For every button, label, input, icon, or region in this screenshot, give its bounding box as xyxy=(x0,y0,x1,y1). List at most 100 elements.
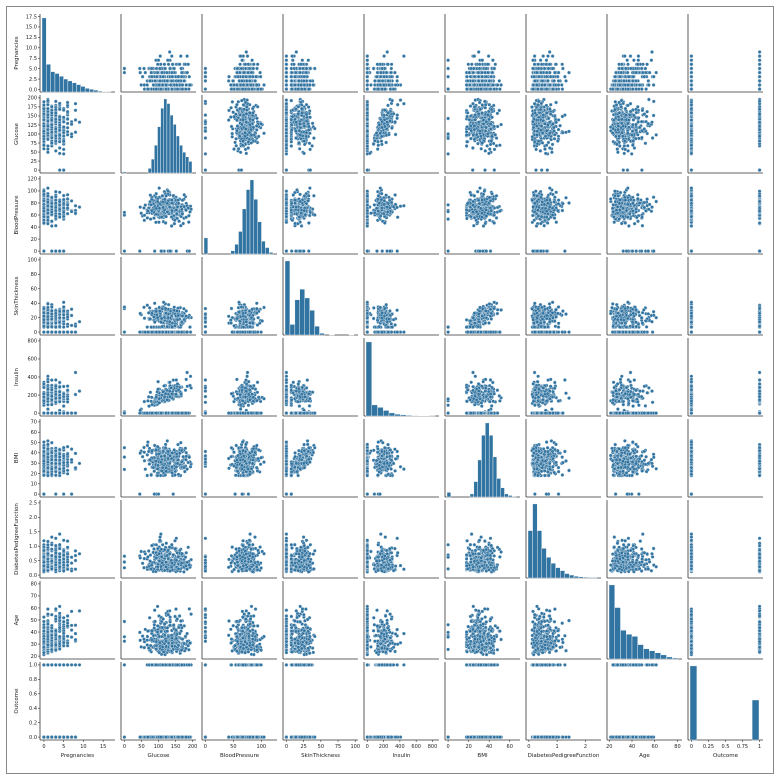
scatter-point xyxy=(635,111,638,114)
scatter-point xyxy=(558,124,561,127)
scatter-point xyxy=(305,113,308,116)
scatter-point xyxy=(239,54,242,57)
y-tick-label: 25 xyxy=(31,159,37,165)
scatter-point xyxy=(624,107,627,110)
scatter-point xyxy=(758,128,761,131)
scatter-point xyxy=(547,117,550,120)
scatter-point xyxy=(298,147,301,150)
scatter-point xyxy=(536,130,539,133)
scatter-point xyxy=(245,50,248,53)
scatter-point xyxy=(484,106,487,109)
scatter-point xyxy=(617,124,620,127)
scatter-point xyxy=(758,125,761,128)
scatter-point xyxy=(165,71,168,74)
scatter-point xyxy=(46,147,49,150)
scatter-point xyxy=(158,83,161,86)
scatter-point xyxy=(466,79,469,82)
scatter-point xyxy=(490,116,493,119)
scatter-point xyxy=(290,144,293,147)
scatter-point xyxy=(544,152,547,155)
scatter-point xyxy=(613,108,616,111)
scatter-point xyxy=(637,59,640,62)
scatter-point xyxy=(619,105,622,108)
scatter-point xyxy=(567,71,570,74)
scatter-point xyxy=(299,71,302,74)
scatter-point xyxy=(161,83,164,86)
scatter-point xyxy=(537,63,540,66)
scatter-point xyxy=(379,132,382,135)
scatter-point xyxy=(62,120,65,123)
scatter-point xyxy=(473,113,476,116)
scatter-point xyxy=(366,87,369,90)
scatter-point xyxy=(237,147,240,150)
scatter-point xyxy=(561,67,564,70)
scatter-point xyxy=(155,67,158,70)
scatter-point xyxy=(379,75,382,78)
scatter-point xyxy=(300,103,303,106)
scatter-point xyxy=(758,168,761,171)
scatter-point xyxy=(245,152,248,155)
scatter-point xyxy=(285,79,288,82)
scatter-point xyxy=(618,75,621,78)
scatter-point xyxy=(446,59,449,62)
scatter-point xyxy=(156,63,159,66)
scatter-point xyxy=(487,118,490,121)
scatter-point xyxy=(491,59,494,62)
scatter-point xyxy=(204,100,207,103)
scatter-point xyxy=(176,87,179,90)
scatter-point xyxy=(616,147,619,150)
scatter-point xyxy=(366,144,369,147)
scatter-point xyxy=(50,220,53,223)
scatter-point xyxy=(162,75,165,78)
scatter-point xyxy=(297,141,300,144)
scatter-point xyxy=(543,83,546,86)
scatter-point xyxy=(241,87,244,90)
scatter-point xyxy=(545,63,548,66)
y-axis-label: Glucose xyxy=(14,122,20,145)
hist-bar xyxy=(183,152,186,173)
scatter-point xyxy=(256,63,259,66)
scatter-point xyxy=(396,75,399,78)
scatter-point xyxy=(632,139,635,142)
scatter-point xyxy=(299,63,302,66)
scatter-point xyxy=(376,147,379,150)
scatter-point xyxy=(366,63,369,66)
scatter-point xyxy=(496,125,499,128)
scatter-point xyxy=(185,83,188,86)
scatter-point xyxy=(483,83,486,86)
scatter-point xyxy=(58,152,61,155)
scatter-point xyxy=(378,123,381,126)
scatter-point xyxy=(66,110,69,113)
scatter-point xyxy=(377,87,380,90)
scatter-point xyxy=(630,152,633,155)
scatter-point xyxy=(301,59,304,62)
scatter-point xyxy=(376,140,379,143)
scatter-point xyxy=(248,79,251,82)
scatter-point xyxy=(402,102,405,105)
scatter-point xyxy=(285,168,288,171)
scatter-point xyxy=(641,109,644,112)
scatter-point xyxy=(168,67,171,70)
scatter-point xyxy=(242,108,245,111)
scatter-point xyxy=(496,112,499,115)
scatter-point xyxy=(42,144,45,147)
scatter-point xyxy=(616,151,619,154)
scatter-point xyxy=(611,87,614,90)
scatter-point xyxy=(557,79,560,82)
scatter-point xyxy=(486,132,489,135)
scatter-point xyxy=(42,135,45,138)
scatter-point xyxy=(366,108,369,111)
scatter-point xyxy=(42,118,45,121)
y-tick-label: 175 xyxy=(27,105,37,111)
scatter-point xyxy=(285,67,288,70)
scatter-point xyxy=(58,140,61,143)
scatter-point xyxy=(241,118,244,121)
scatter-point xyxy=(389,87,392,90)
scatter-point xyxy=(177,75,180,78)
scatter-point xyxy=(243,135,246,138)
scatter-point xyxy=(645,110,648,113)
scatter-point xyxy=(179,54,182,57)
scatter-point xyxy=(550,151,553,154)
scatter-point xyxy=(690,111,693,114)
scatter-point xyxy=(236,124,239,127)
